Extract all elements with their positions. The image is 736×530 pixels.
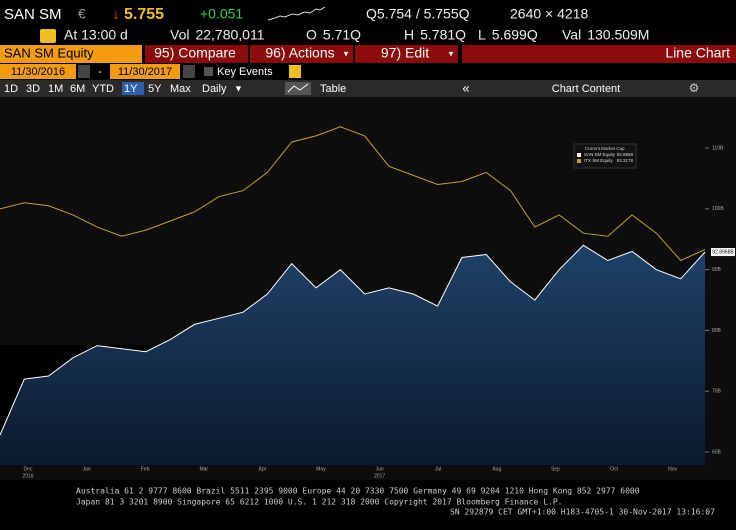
legend-swatch — [577, 159, 581, 163]
stat-label: H — [404, 27, 414, 43]
dropdown-arrow: ▾ — [344, 48, 349, 58]
period-button[interactable]: 1Y — [124, 83, 138, 95]
date-separator: - — [98, 66, 102, 78]
end-date: 11/30/2017 — [118, 66, 172, 78]
line — [0, 244, 706, 436]
y-tick-label: 60B — [712, 449, 722, 455]
dropdown-arrow: ▼ — [234, 83, 243, 93]
x-tick-label: Dec — [24, 466, 33, 472]
currency: € — [78, 6, 86, 22]
collapse-button[interactable]: « — [462, 80, 469, 95]
stat-label: Vol — [170, 27, 189, 43]
footer-line: SN 292879 CET GMT+1:00 H183-4705-1 30-No… — [450, 508, 715, 517]
x-tick-label: Feb — [141, 466, 150, 472]
period-selected — [122, 82, 144, 95]
x-tick-label: Nov — [668, 466, 677, 472]
footer-line: Japan 81 3 3201 8900 Singapore 65 6212 1… — [76, 498, 562, 507]
quote: Q5.754 / 5.755Q — [366, 6, 470, 22]
last-value-box — [711, 248, 735, 257]
end-date-box[interactable] — [110, 64, 180, 79]
last-value-label: 92.8968B — [712, 249, 734, 255]
alert-icon[interactable] — [40, 29, 56, 43]
y-tick-label: 70B — [712, 389, 722, 395]
toolbar-button-label: 96) Actions — [265, 45, 334, 61]
line — [0, 126, 706, 262]
start-date: 11/30/2016 — [11, 66, 65, 78]
x-tick-label: Oct — [610, 466, 618, 472]
chart-type-box[interactable] — [462, 45, 736, 63]
toolbar-button-label: 95) Compare — [154, 45, 236, 61]
settings-gear[interactable]: ⚙ — [689, 81, 700, 95]
security: SAN SM Equity — [4, 45, 94, 60]
period-button[interactable]: 3D — [26, 83, 40, 95]
table-button[interactable]: Table — [320, 83, 346, 95]
stat-value: 5.781Q — [420, 27, 466, 43]
checkbox[interactable] — [204, 67, 213, 76]
toolbar-button[interactable] — [145, 45, 248, 63]
dropdown-arrow: ▾ — [449, 48, 454, 58]
stat-label: O — [306, 27, 317, 43]
period-button[interactable]: YTD — [92, 83, 114, 95]
x-tick-year: 2017 — [374, 473, 385, 479]
frequency[interactable]: Daily — [202, 83, 227, 95]
legend-name: ITX SM Equity — [584, 158, 614, 163]
toolbar-button-label: 97) Edit — [381, 45, 429, 61]
x-tick-label: Apr — [259, 466, 267, 472]
toolbar-button[interactable] — [355, 45, 458, 63]
key-events: Key Events — [217, 66, 273, 78]
footer-line: Australia 61 2 9777 8600 Brazil 5511 239… — [76, 487, 640, 496]
area — [0, 245, 705, 465]
legend-name: SAN SM Equity — [584, 152, 616, 157]
calendar-icon[interactable] — [78, 65, 90, 78]
x-tick-year: 2016 — [22, 473, 33, 479]
period-button[interactable]: 1D — [4, 83, 18, 95]
stat-label: L — [478, 27, 486, 43]
x-tick-label: Aug — [492, 466, 501, 472]
y-tick-label: 90B — [712, 267, 722, 273]
price-arrow: ↓ — [112, 6, 120, 23]
change: +0.051 — [200, 6, 243, 22]
x-tick-label: Mar — [199, 466, 208, 472]
ticker: SAN SM — [4, 6, 62, 23]
x-tick-label: Jan — [83, 466, 91, 472]
toolbar-button[interactable] — [250, 45, 353, 63]
legend-swatch — [577, 153, 581, 157]
y-tick-label: 110B — [712, 145, 724, 151]
stat-value: 22,780,011 — [195, 27, 264, 43]
x-tick-label: Jun — [376, 466, 384, 472]
x-tick-label: Sep — [551, 466, 560, 472]
y-tick-label: 100B — [712, 206, 724, 212]
start-date-box[interactable] — [0, 64, 76, 79]
chart-type: Line Chart — [665, 45, 730, 61]
price: 5.755 — [124, 6, 164, 23]
stat-value: 5.699Q — [492, 27, 538, 43]
x-tick-label: May — [316, 466, 326, 472]
size: 2640 × 4218 — [510, 6, 588, 22]
info-icon[interactable] — [289, 65, 301, 78]
control-bar — [0, 80, 736, 97]
period-button[interactable]: 5Y — [148, 83, 162, 95]
period-button[interactable]: 6M — [70, 83, 85, 95]
chart-icon-glyph — [287, 83, 309, 93]
chart-content[interactable]: Chart Content — [552, 83, 620, 95]
stat-label: Val — [562, 27, 581, 43]
security-box[interactable] — [0, 45, 142, 63]
calendar-icon[interactable] — [183, 65, 195, 78]
legend-value: 92.8968 — [617, 152, 634, 157]
period-button[interactable]: Max — [170, 83, 191, 95]
legend-title: Current Market Cap — [585, 146, 625, 151]
time: At 13:00 d — [64, 27, 128, 43]
stat-value: 5.71Q — [323, 27, 361, 43]
period-button[interactable]: 1M — [48, 83, 63, 95]
y-tick-label: 80B — [712, 328, 722, 334]
stat-value: 130.509M — [587, 27, 649, 43]
x-tick-label: Jul — [435, 466, 441, 472]
legend-value: 93.3178 — [617, 158, 634, 163]
sparkline — [267, 6, 326, 21]
legend-box — [573, 143, 637, 169]
